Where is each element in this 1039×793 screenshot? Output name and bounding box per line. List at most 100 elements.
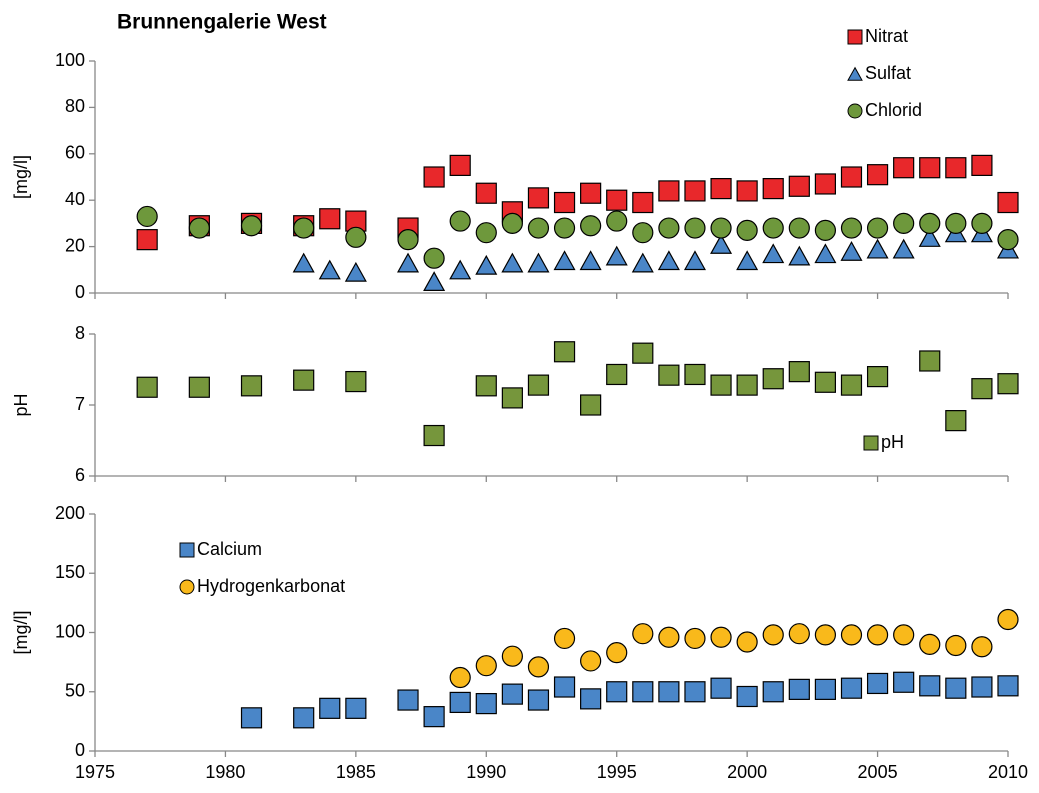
legend-marker	[847, 103, 863, 119]
data-point	[553, 250, 576, 271]
data-point	[475, 692, 497, 715]
legend-marker	[179, 579, 195, 595]
x-tick-label: 2000	[727, 762, 767, 782]
data-point	[318, 259, 341, 280]
data-point	[893, 157, 915, 179]
data-point	[762, 217, 784, 239]
data-point	[945, 212, 967, 234]
data-point	[553, 217, 576, 239]
data-point	[684, 627, 706, 650]
data-point	[658, 681, 680, 703]
data-point	[449, 691, 471, 714]
data-point	[866, 672, 889, 695]
y-tick-label: 100	[55, 621, 85, 641]
data-point	[736, 631, 758, 653]
y-axis-label: [mg/l]	[11, 610, 31, 654]
data-point	[684, 217, 706, 239]
data-point	[397, 229, 419, 251]
data-point	[631, 252, 654, 273]
data-point	[971, 676, 993, 698]
data-point	[345, 697, 367, 719]
data-point	[814, 219, 837, 241]
data-point	[449, 210, 471, 232]
data-point	[997, 229, 1019, 251]
y-tick-label: 0	[75, 740, 85, 760]
data-point	[866, 366, 889, 388]
legend-marker	[847, 66, 863, 81]
data-point	[632, 623, 654, 645]
y-tick-label: 50	[65, 681, 85, 701]
data-point	[918, 227, 941, 247]
data-point	[971, 378, 993, 400]
data-point	[919, 675, 941, 697]
data-point	[814, 624, 837, 646]
data-point	[866, 164, 889, 186]
data-point	[240, 215, 263, 237]
data-point	[658, 180, 680, 202]
x-tick-label: 2010	[988, 762, 1028, 782]
x-tick-label: 1990	[466, 762, 506, 782]
x-tick-label: 1980	[205, 762, 245, 782]
data-point	[919, 157, 941, 179]
data-point	[736, 180, 758, 202]
data-point	[971, 636, 993, 658]
data-point	[501, 387, 523, 409]
data-point	[893, 212, 915, 234]
data-point	[892, 238, 915, 259]
data-point	[684, 363, 706, 386]
data-point	[762, 178, 784, 200]
data-point	[527, 217, 550, 239]
data-point	[606, 189, 628, 211]
data-point	[866, 624, 889, 646]
legend-marker	[847, 29, 863, 45]
data-point	[580, 688, 602, 710]
data-point	[658, 364, 680, 386]
x-tick-label: 1985	[336, 762, 376, 782]
data-point	[632, 222, 654, 244]
data-point	[501, 683, 523, 705]
data-point	[345, 370, 367, 393]
y-tick-label: 6	[75, 465, 85, 485]
data-point	[580, 215, 602, 237]
data-point	[423, 166, 445, 188]
legend-label: Chlorid	[865, 100, 922, 120]
data-point	[997, 191, 1019, 214]
data-point	[501, 252, 524, 273]
data-point	[319, 697, 341, 719]
data-point	[293, 369, 315, 391]
data-point	[893, 671, 915, 693]
data-point	[971, 212, 993, 234]
y-tick-label: 8	[75, 323, 85, 343]
data-point	[840, 374, 863, 396]
data-point	[866, 238, 889, 259]
data-point	[840, 217, 863, 239]
y-tick-label: 60	[65, 143, 85, 163]
data-point	[788, 678, 810, 700]
data-point	[736, 374, 758, 396]
y-tick-label: 7	[75, 394, 85, 414]
y-axis-label: pH	[11, 393, 31, 416]
data-point	[866, 217, 889, 239]
data-point	[632, 342, 654, 364]
chart-title: Brunnengalerie West	[117, 11, 327, 34]
data-point	[840, 241, 863, 261]
data-point	[762, 243, 785, 264]
data-point	[580, 182, 602, 204]
data-point	[397, 252, 420, 273]
data-point	[606, 210, 628, 232]
data-point	[580, 650, 602, 672]
data-point	[788, 623, 810, 645]
data-point	[684, 681, 706, 703]
data-point	[136, 229, 158, 251]
data-point	[449, 259, 472, 280]
data-point	[814, 173, 837, 195]
data-point	[788, 175, 810, 197]
data-point	[710, 677, 732, 699]
data-point	[840, 677, 863, 699]
data-point	[945, 410, 967, 432]
data-point	[632, 191, 654, 214]
x-tick-label: 1975	[75, 762, 115, 782]
legend-label: Hydrogenkarbonat	[197, 576, 345, 596]
data-point	[710, 217, 732, 239]
data-point	[501, 212, 523, 234]
